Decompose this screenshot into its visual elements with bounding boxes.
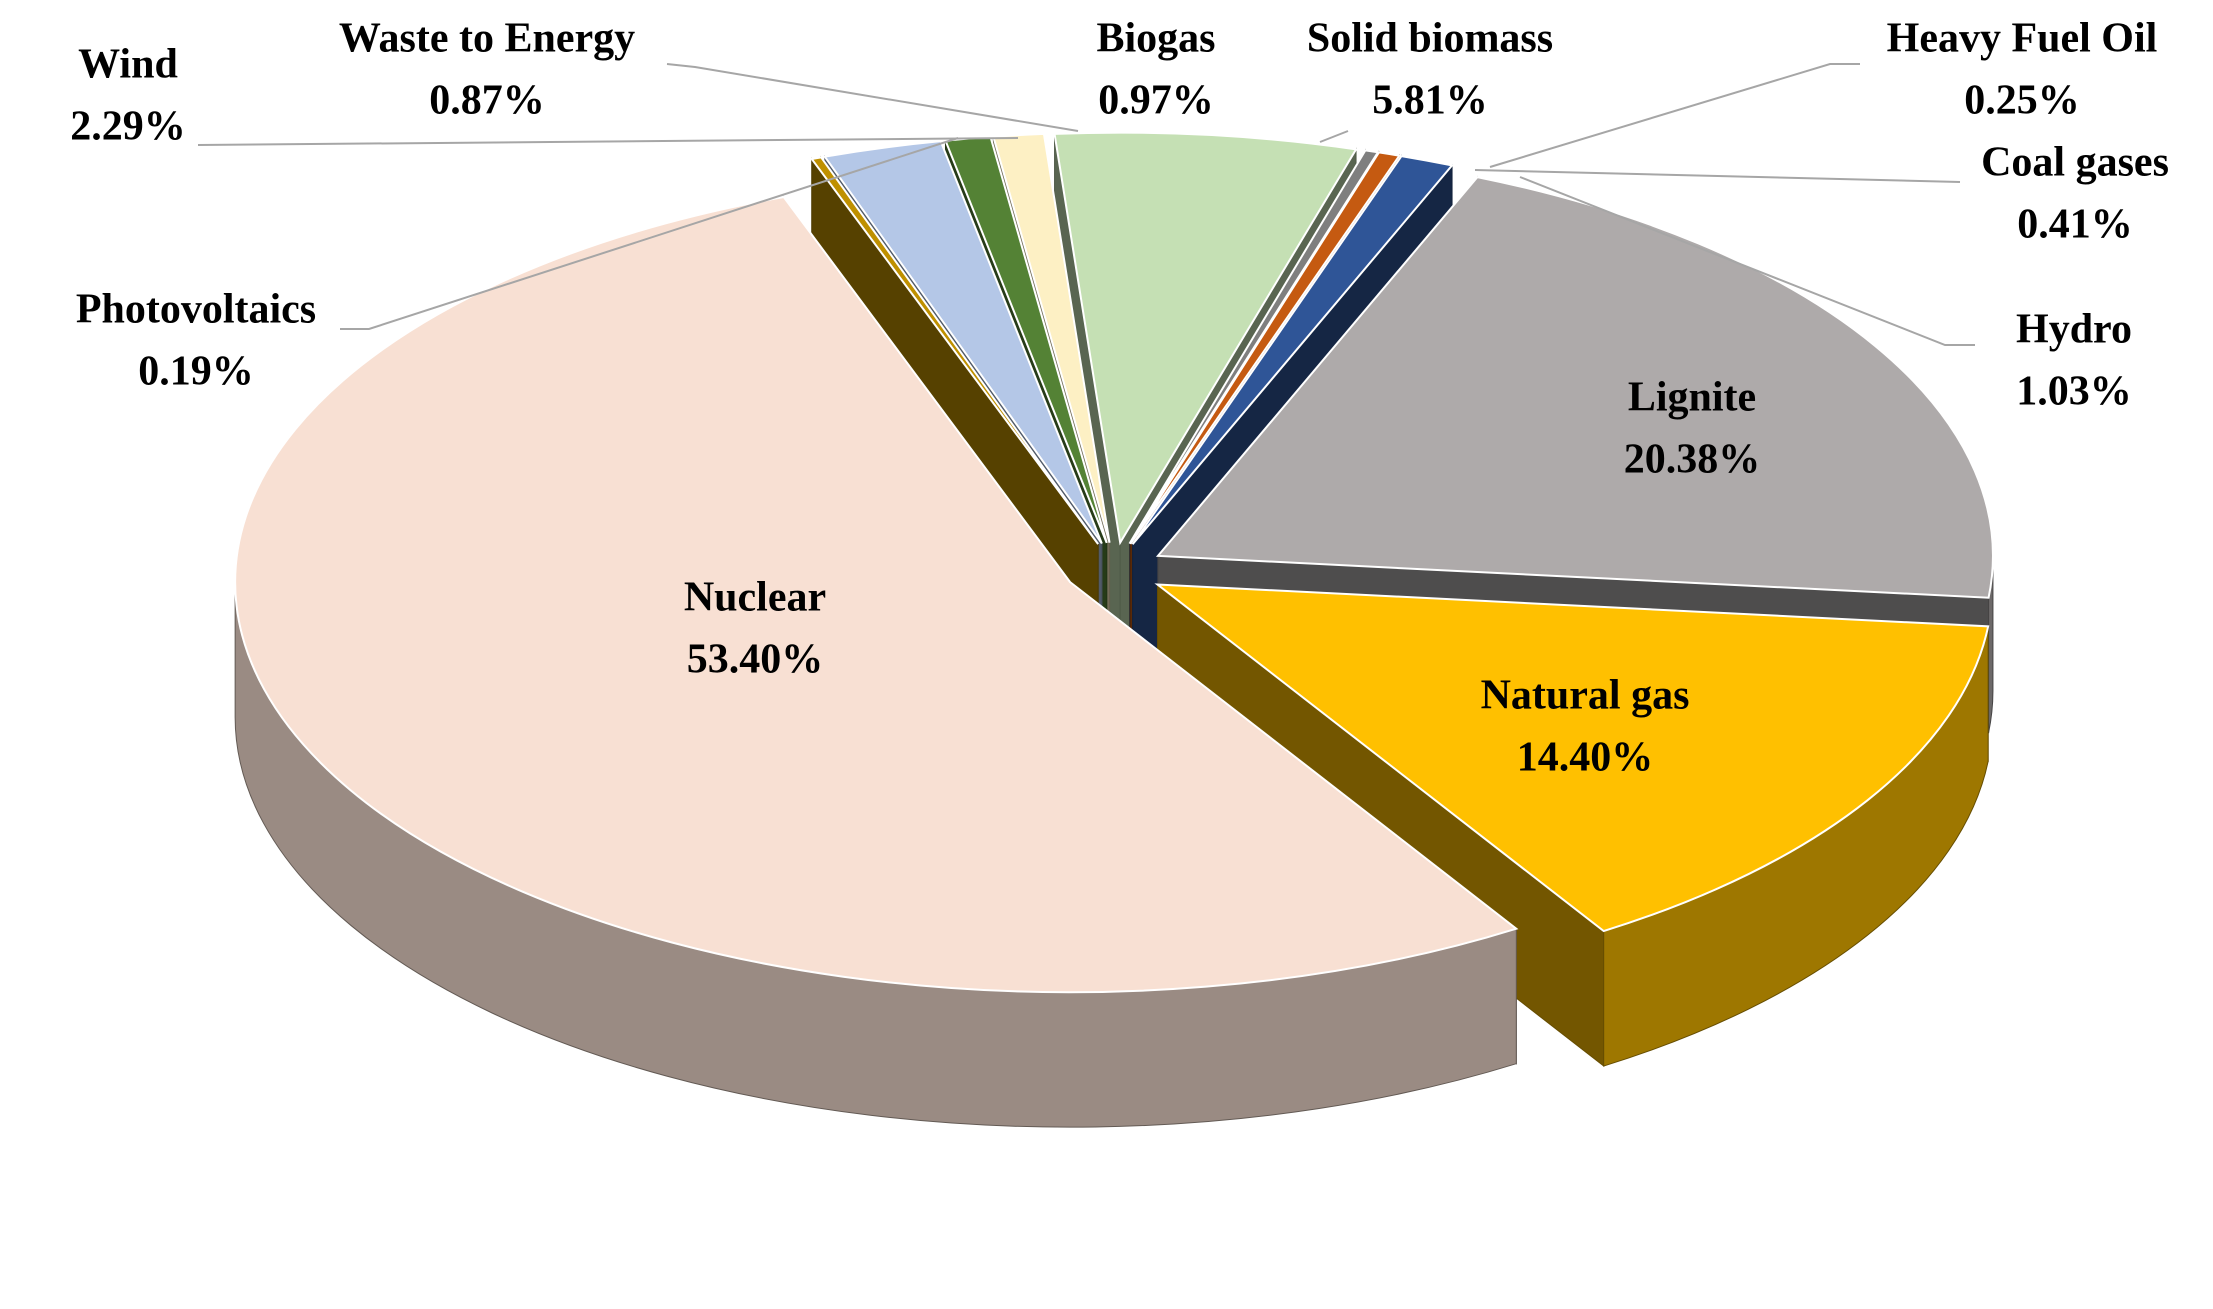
data-label-value: 0.25% [1964,78,2080,124]
data-label-name: Waste to Energy [339,16,635,62]
data-label-name: Heavy Fuel Oil [1887,16,2158,62]
data-label-value: 0.97% [1098,78,1214,124]
leader-line [1474,169,1961,183]
data-label-value: 0.19% [138,349,254,395]
slice [1154,583,1990,933]
slice [809,156,1099,545]
data-label-value: 2.29% [70,104,186,150]
slice [992,132,1111,543]
data-label-value: 0.41% [2017,202,2133,248]
data-label-name: Wind [78,42,178,88]
data-label-name: Nuclear [684,575,826,621]
leader-line [1489,63,1860,168]
leader-line [1319,130,1349,143]
slice [1131,155,1454,545]
data-label-name: Solid biomass [1307,16,1553,62]
slice [1053,131,1358,546]
data-label-name: Lignite [1628,375,1756,421]
data-label-value: 20.38% [1624,437,1761,483]
data-label-name: Hydro [2016,307,2132,353]
leader-line [197,137,1019,146]
leader-line [340,137,959,330]
slice [1129,151,1402,545]
data-label-value: 14.40% [1517,735,1654,781]
data-label-name: Photovoltaics [76,287,316,333]
data-label-name: Natural gas [1481,673,1690,719]
leader-line [1519,176,1975,346]
leader-line [666,63,1079,132]
data-label-name: Biogas [1096,16,1215,62]
data-label-name: Coal gases [1981,140,2169,186]
data-label-value: 1.03% [2016,369,2132,415]
data-label-value: 0.87% [429,78,545,124]
slice [823,140,1103,545]
slice [234,195,1519,994]
slice [1155,175,1994,599]
data-label-value: 5.81% [1372,78,1488,124]
data-label-value: 53.40% [687,637,824,683]
